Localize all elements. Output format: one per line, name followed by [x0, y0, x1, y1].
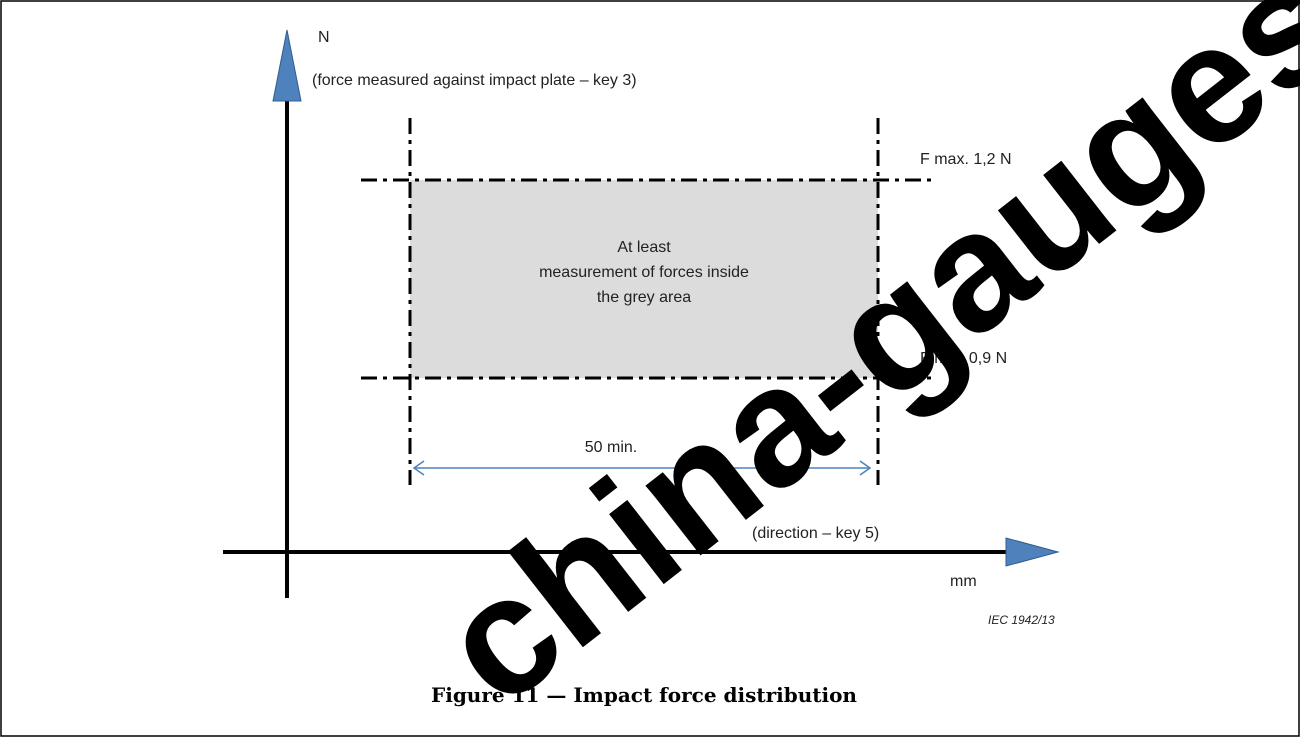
span-label: 50 min. [585, 439, 637, 456]
upper-limit-label: F max. 1,2 N [920, 151, 1012, 168]
lower-limit-label: F min. 0,9 N [920, 350, 1007, 367]
region-text-line-1: At least [617, 239, 671, 256]
x-axis-arrow-icon [1005, 537, 1060, 567]
y-axis-arrow-icon [272, 29, 302, 102]
x-axis-unit: mm [950, 573, 977, 590]
y-axis-description: (force measured against impact plate – k… [312, 72, 637, 89]
region-text-line-2: measurement of forces inside [539, 264, 749, 281]
dimension-arrow-right-icon [859, 460, 872, 476]
grey-measurement-area [410, 180, 878, 378]
y-axis-unit: N [318, 29, 330, 46]
span-dimension [412, 460, 872, 476]
reference-number: IEC 1942/13 [988, 613, 1055, 627]
figure-caption: Figure 11 — Impact force distribution [431, 683, 857, 707]
dimension-arrow-left-icon [412, 460, 425, 476]
x-axis-direction: (direction – key 5) [752, 525, 879, 542]
region-text-line-3: the grey area [597, 289, 691, 306]
